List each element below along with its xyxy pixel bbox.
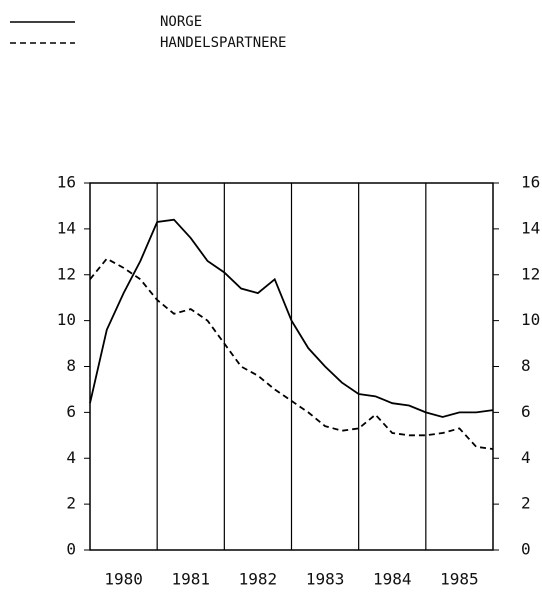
x-tick-label: 1981 [171,570,210,589]
y2-tick-label: 6 [521,402,531,421]
line-series [89,218,494,418]
y-tick-label: 10 [57,310,76,329]
y2-tick-label: 2 [521,494,531,513]
line-series [89,257,494,450]
y-tick-label: 12 [57,264,76,283]
y2-tick-label: 8 [521,356,531,375]
y2-tick-label: 16 [521,173,540,192]
legend-label: HANDELSPARTNERE [160,35,286,51]
y-tick-label: 0 [66,540,76,559]
y-tick-label: 16 [57,173,76,192]
y-tick-label: 8 [66,356,76,375]
legend-label: NORGE [160,14,202,30]
y2-tick-label: 14 [521,218,540,237]
x-tick-label: 1980 [104,570,143,589]
y-tick-label: 4 [66,448,76,467]
y-tick-label: 2 [66,494,76,513]
y-tick-label: 14 [57,218,76,237]
x-tick-label: 1983 [306,570,345,589]
y2-tick-label: 12 [521,264,540,283]
x-tick-label: 1982 [239,570,278,589]
y2-tick-label: 0 [521,540,531,559]
y2-tick-label: 10 [521,310,540,329]
y2-tick-label: 4 [521,448,531,467]
y-tick-label: 6 [66,402,76,421]
x-tick-label: 1984 [373,570,412,589]
x-tick-label: 1985 [440,570,479,589]
